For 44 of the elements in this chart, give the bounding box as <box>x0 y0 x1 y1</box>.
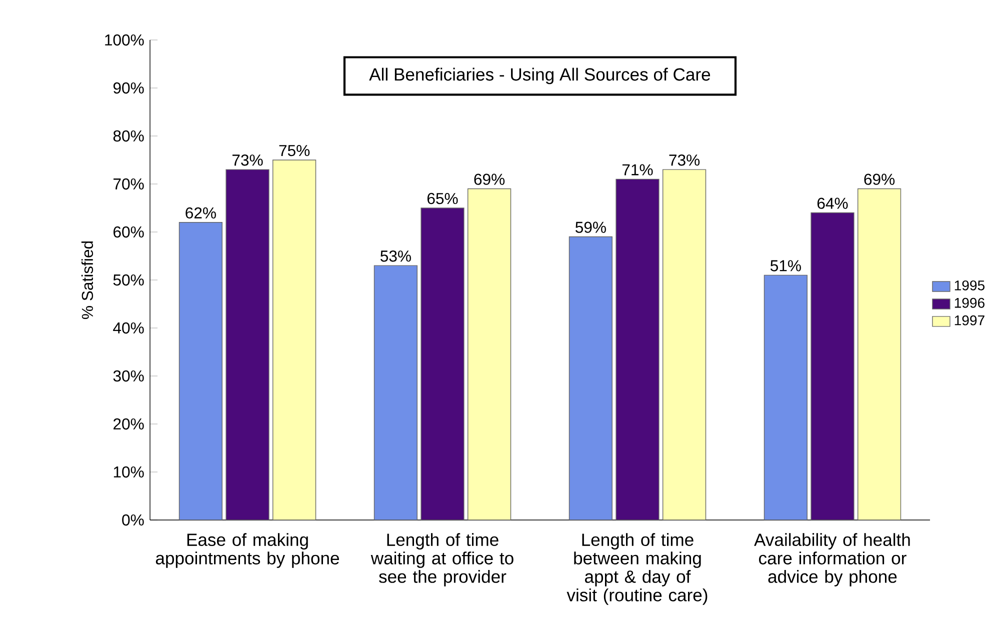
bar <box>468 188 512 520</box>
x-tick-label: Length of time waiting at office to see the provider <box>370 533 514 586</box>
y-tick-label: 50% <box>113 274 144 286</box>
y-tick-label: 100% <box>105 34 144 46</box>
y-tick-label: 80% <box>113 130 144 142</box>
data-label: 71% <box>622 164 653 176</box>
y-tick-label: 20% <box>114 418 144 430</box>
bar <box>858 188 902 520</box>
data-label: 73% <box>232 154 263 166</box>
bar <box>764 274 808 520</box>
data-label: 73% <box>669 154 700 166</box>
data-label: 69% <box>474 174 505 185</box>
y-tick-label: 40% <box>113 322 144 334</box>
bar <box>420 208 464 520</box>
text: All Beneficiaries - Using All Sources of Care <box>369 68 710 84</box>
data-label: 65% <box>427 192 458 204</box>
data-label: 51% <box>770 260 801 272</box>
legend-label: 1996 <box>954 298 984 308</box>
x-tick-label: Length of time between making appt & day of visit (routine care) <box>566 533 708 605</box>
bar <box>374 265 418 520</box>
data-label: 64% <box>817 198 848 209</box>
y-tick-label: 60% <box>114 226 144 238</box>
x-tick-label: Availability of health care information or advice by phone <box>754 533 910 586</box>
bar <box>226 169 270 520</box>
bar <box>662 169 706 520</box>
bar <box>272 160 316 520</box>
y-axis-title: % Satisfied <box>81 241 94 319</box>
y-tick-label: 10% <box>114 466 144 478</box>
bar <box>178 222 223 520</box>
y-tick-label: 30% <box>113 370 144 382</box>
y-tick-label: 90% <box>113 82 144 94</box>
legend-label: 1995 <box>954 280 984 290</box>
bar <box>616 178 660 520</box>
bar <box>568 236 613 520</box>
y-tick-label: 70% <box>114 178 144 190</box>
x-tick-label: Ease of making appointments by phone <box>156 533 339 568</box>
bar <box>810 212 854 520</box>
y-tick-label: 0% <box>122 514 144 526</box>
data-label: 62% <box>186 207 216 219</box>
data-label: 59% <box>576 222 606 233</box>
data-label: 53% <box>380 250 411 262</box>
legend-label: 1997 <box>954 315 984 326</box>
data-label: 69% <box>864 174 895 185</box>
data-label: 75% <box>279 144 310 156</box>
